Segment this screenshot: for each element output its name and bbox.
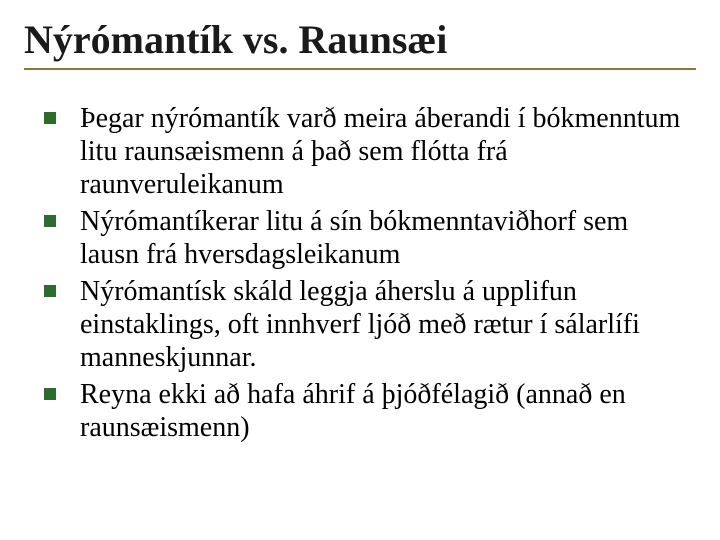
slide-title: Nýrómantík vs. Raunsæi [24,18,696,62]
slide-body: Þegar nýrómantík varð meira áberandi í b… [24,80,696,444]
list-item-text: Nýrómantísk skáld leggja áherslu á uppli… [80,276,640,373]
list-item: Þegar nýrómantík varð meira áberandi í b… [32,102,686,201]
list-item: Nýrómantíkerar litu á sín bókmenntaviðho… [32,205,686,271]
square-bullet-icon [44,215,56,227]
square-bullet-icon [44,112,56,124]
list-item-text: Þegar nýrómantík varð meira áberandi í b… [80,103,680,200]
square-bullet-icon [44,285,56,297]
list-item-text: Nýrómantíkerar litu á sín bókmenntaviðho… [80,206,628,270]
list-item: Reyna ekki að hafa áhrif á þjóðfélagið (… [32,378,686,444]
title-underline [24,68,696,70]
list-item: Nýrómantísk skáld leggja áherslu á uppli… [32,275,686,374]
slide: Nýrómantík vs. Raunsæi Þegar nýrómantík … [0,0,720,540]
bullet-list: Þegar nýrómantík varð meira áberandi í b… [32,102,686,444]
list-item-text: Reyna ekki að hafa áhrif á þjóðfélagið (… [80,379,626,443]
title-region: Nýrómantík vs. Raunsæi [24,18,696,80]
square-bullet-icon [44,388,56,400]
